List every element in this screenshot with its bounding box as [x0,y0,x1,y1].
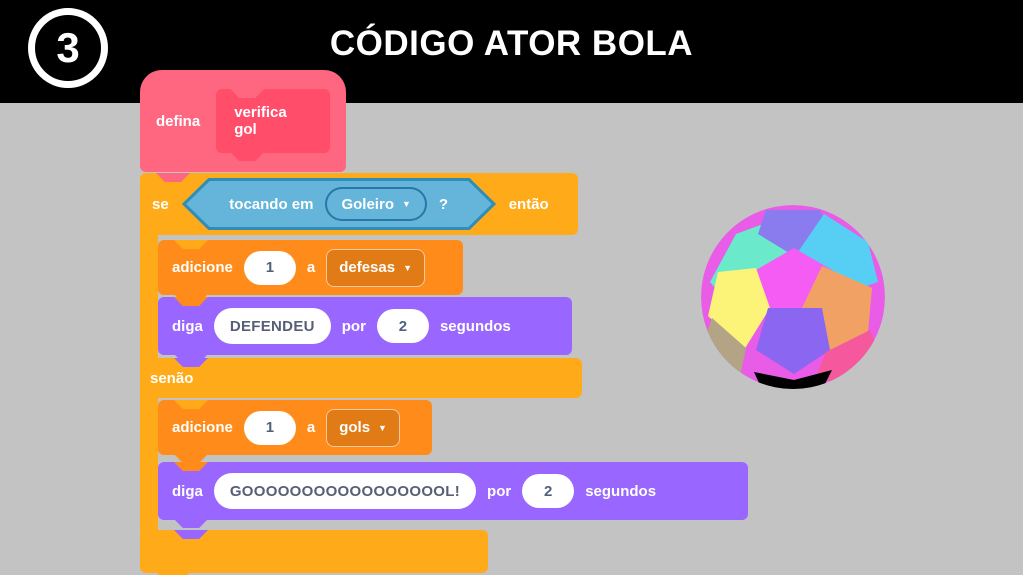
block-notch [174,400,208,409]
for-label: por [341,317,366,335]
block-notch [174,240,208,249]
duration-input[interactable]: 2 [376,309,429,343]
define-hat-block[interactable]: defina verifica gol [140,70,346,172]
chevron-down-icon: ▼ [401,199,411,209]
chevron-down-icon: ▼ [403,262,412,273]
question-mark: ? [438,195,449,213]
if-block-bottom[interactable] [140,530,488,575]
say-gol-block[interactable]: diga GOOOOOOOOOOOOOOOOOL! por 2 segundos [158,462,748,528]
value-input[interactable]: 1 [243,410,296,445]
add-label: adicione [172,419,233,436]
block-nub [156,572,190,575]
say-label: diga [172,482,203,500]
block-nub [174,354,208,363]
say-defendeu-block[interactable]: diga DEFENDEU por 2 segundos [158,297,572,363]
message-input[interactable]: DEFENDEU [213,308,331,344]
block-notch [156,173,190,182]
add-label: adicione [172,259,233,276]
value-input[interactable]: 1 [243,250,296,285]
say-label: diga [172,317,203,335]
step-number: 3 [56,24,80,71]
block-notch [174,462,208,471]
soccer-ball-sprite [701,205,885,389]
custom-block-name: verifica gol [234,104,287,138]
touching-label: tocando em [229,195,314,213]
chevron-down-icon: ▼ [378,422,387,433]
block-nub [174,519,208,528]
duration-input[interactable]: 2 [522,474,575,508]
seconds-label: segundos [585,482,657,500]
block-notch [174,297,208,306]
else-label: senão [150,369,194,387]
define-label: defina [156,112,201,130]
page-title: CÓDIGO ATOR BOLA [329,24,694,63]
ball-purple-patch [756,308,830,374]
else-bar[interactable]: senão [140,358,582,398]
change-variable-gols-block[interactable]: adicione 1 a gols ▼ [158,400,432,463]
for-label: por [487,482,512,500]
ball-cyan-patch [798,214,878,296]
if-label: se [152,195,169,213]
dropdown-value: Goleiro [341,195,394,213]
custom-block-verifica-gol[interactable]: verifica gol [216,89,330,161]
step-number-badge: 3 [28,8,108,88]
touching-condition-block[interactable]: tocando em Goleiro ▼ ? [181,178,496,230]
variable-dropdown-gols[interactable]: gols ▼ [326,408,400,447]
block-notch [174,530,208,539]
to-label: a [306,259,316,276]
seconds-label: segundos [439,317,511,335]
block-notch [230,89,265,98]
block-nub [230,152,265,161]
sprite-dropdown[interactable]: Goleiro ▼ [325,187,427,221]
to-label: a [306,419,316,436]
message-input[interactable]: GOOOOOOOOOOOOOOOOOL! [213,473,477,509]
then-label: então [508,195,549,213]
block-nub [174,454,208,463]
variable-dropdown-defesas[interactable]: defesas ▼ [326,248,425,287]
dropdown-value: gols [339,419,371,436]
dropdown-value: defesas [339,259,396,276]
if-block-top[interactable]: se tocando em Goleiro ▼ ? então [140,173,578,235]
change-variable-defesas-block[interactable]: adicione 1 a defesas ▼ [158,240,463,303]
